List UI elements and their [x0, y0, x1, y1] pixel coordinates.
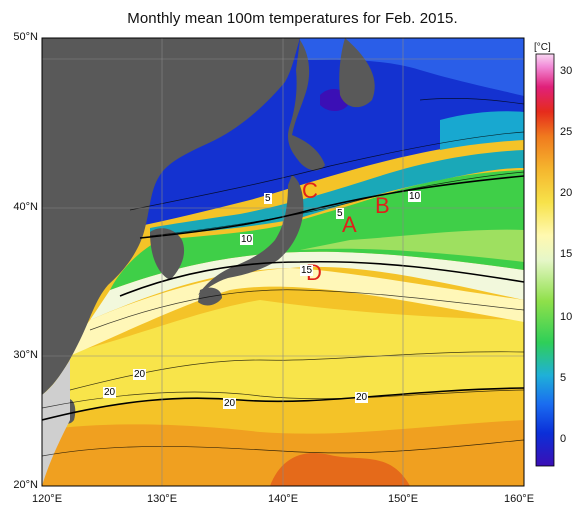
colorbar-tick-20: 20: [560, 187, 573, 199]
contour-label: 20: [103, 387, 117, 398]
map-frame: [41, 37, 525, 487]
lat-label-40: 40°N: [13, 201, 38, 213]
colorbar-unit: [°C]: [534, 42, 551, 53]
contour-label: 20: [355, 392, 369, 403]
contour-label: 5: [264, 193, 272, 204]
lon-label-150: 150°E: [387, 493, 419, 505]
contour-label: 10: [240, 234, 254, 245]
colorbar-tick-0: 0: [560, 433, 567, 445]
contour-label: 5: [336, 208, 344, 219]
lat-label-30: 30°N: [13, 349, 38, 361]
chart-title: Monthly mean 100m temperatures for Feb. …: [127, 10, 458, 27]
marker-a: A: [342, 212, 357, 237]
contour-label: 20: [133, 369, 147, 380]
colorbar: [535, 53, 555, 467]
contour-label: 15: [300, 265, 314, 276]
lat-label-20: 20°N: [13, 479, 38, 491]
lon-label-160: 160°E: [503, 493, 535, 505]
marker-b: B: [375, 193, 390, 218]
colorbar-tick-5: 5: [560, 372, 567, 384]
colorbar-tick-15: 15: [560, 248, 573, 260]
contour-label: 10: [408, 191, 422, 202]
lon-label-140: 140°E: [267, 493, 299, 505]
lat-label-50: 50°N: [13, 31, 38, 43]
colorbar-tick-25: 25: [560, 126, 573, 138]
lon-label-120: 120°E: [31, 493, 63, 505]
contour-label: 20: [223, 398, 237, 409]
colorbar-tick-10: 10: [560, 311, 573, 323]
marker-c: C: [302, 178, 318, 203]
lon-label-130: 130°E: [146, 493, 178, 505]
temperature-field: [42, 38, 524, 486]
map-grid: [42, 38, 524, 486]
colorbar-tick-30: 30: [560, 65, 573, 77]
